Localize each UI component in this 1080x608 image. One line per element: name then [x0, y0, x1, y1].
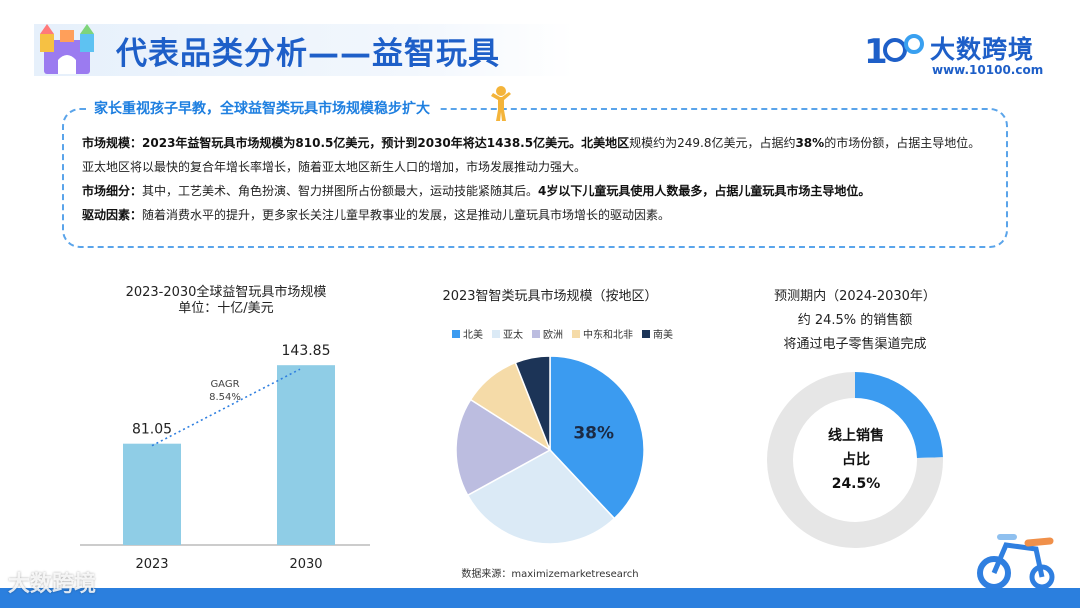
pie-chart-title: 2023智智类玩具市场规模（按地区） [442, 289, 658, 304]
legend-label: 北美 [463, 330, 483, 341]
footer-bar [0, 588, 1080, 608]
donut-segment-其他 [767, 372, 943, 548]
summary-body: 市场规模：2023年益智玩具市场规模为810.5亿美元，预计到2030年将达14… [82, 131, 986, 227]
summary-heading: 家长重视孩子早教，全球益智类玩具市场规模稳步扩大 [86, 98, 438, 118]
market-segment-paragraph: 市场细分：其中，工艺美术、角色扮演、智力拼图所占份额最大，运动技能紧随其后。4岁… [82, 184, 871, 198]
legend-item: 中东和北非 [572, 326, 633, 341]
donut-title-line-2: 约 24.5% 的销售额 [797, 313, 913, 328]
bar-chart-title-text: 2023-2030全球益智玩具市场规模 [125, 285, 327, 300]
bar-2030 [277, 365, 335, 545]
pie-slice-南美 [514, 355, 551, 451]
data-source: 数据来源：maximizemarketresearch [461, 569, 639, 580]
bar-chart-subtitle: 单位：十亿/美元 [178, 301, 274, 316]
bar-chart-title: 2023-2030全球益智玩具市场规模 单位：十亿/美元 [96, 285, 356, 317]
pie-legend: 北美 亚太 欧洲 中东和北非 南美 [452, 326, 673, 341]
gagr-label: GAGR [210, 379, 239, 390]
legend-swatch [452, 329, 460, 338]
bar-value-label: 143.85 [282, 343, 331, 359]
bar-2023 [123, 443, 181, 545]
legend-swatch [492, 329, 500, 338]
bar-value-label: 81.05 [132, 422, 172, 438]
gagr-value: 8.54% [209, 392, 241, 403]
tricycle-icon [977, 534, 1055, 590]
driver-paragraph: 驱动因素：随着消费水平的提升，更多家长关注儿童早教事业的发展，这是推动儿童玩具市… [82, 208, 671, 222]
summary-box [62, 108, 1008, 248]
legend-label: 中东和北非 [583, 330, 633, 341]
pie-slice-欧洲 [455, 398, 552, 497]
title-band [34, 24, 574, 76]
donut-chart-title: 预测期内（2024-2030年） 约 24.5% 的销售额 将通过电子零售渠道完… [740, 285, 970, 357]
bar-category-label: 2030 [289, 557, 322, 572]
donut-center-line-1: 线上销售 [828, 428, 884, 444]
bar-category-label: 2023 [135, 557, 168, 572]
donut-chart [767, 372, 943, 548]
legend-label: 亚太 [503, 330, 523, 341]
donut-title-line-1: 预测期内（2024-2030年） [774, 289, 936, 304]
legend-label: 南美 [653, 330, 673, 341]
donut-center-value: 24.5% [831, 476, 881, 492]
pie-slice-北美 [549, 355, 645, 520]
legend-swatch [642, 329, 650, 338]
pie-data-label: 38% [573, 424, 614, 444]
donut-center-line-2: 占比 [842, 452, 870, 468]
legend-item: 南美 [642, 326, 673, 341]
logo-text: 大数跨境 [930, 35, 1035, 64]
toy-castle-icon [40, 24, 94, 74]
donut-center-label: 线上销售 占比 24.5% [806, 424, 906, 496]
watermark: 大数跨境 [8, 572, 97, 597]
page-title: 代表品类分析——益智玩具 [116, 36, 500, 72]
logo-mark-icon: 1 [864, 32, 924, 70]
legend-item: 北美 [452, 326, 483, 341]
legend-swatch [572, 329, 580, 338]
pie-chart: 38% [455, 355, 645, 545]
donut-title-line-3: 将通过电子零售渠道完成 [783, 337, 927, 352]
legend-label: 欧洲 [543, 330, 563, 341]
bar-chart: 81.05 2023 143.85 2030 GAGR 8.54% [80, 343, 370, 572]
kid-figure-icon [491, 86, 511, 121]
logo-url: www.10100.com [932, 63, 1044, 77]
svg-text:1: 1 [864, 32, 888, 70]
market-size-paragraph: 市场规模：2023年益智玩具市场规模为810.5亿美元，预计到2030年将达14… [82, 136, 981, 174]
pie-slice-亚太 [466, 449, 616, 545]
legend-item: 亚太 [492, 326, 523, 341]
donut-segment-线上销售占比 [855, 372, 943, 459]
legend-item: 欧洲 [532, 326, 563, 341]
legend-swatch [532, 329, 540, 338]
